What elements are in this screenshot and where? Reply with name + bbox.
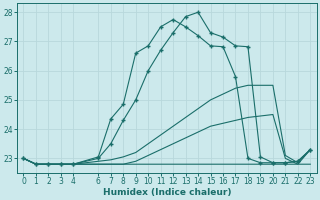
X-axis label: Humidex (Indice chaleur): Humidex (Indice chaleur) [103, 188, 231, 197]
